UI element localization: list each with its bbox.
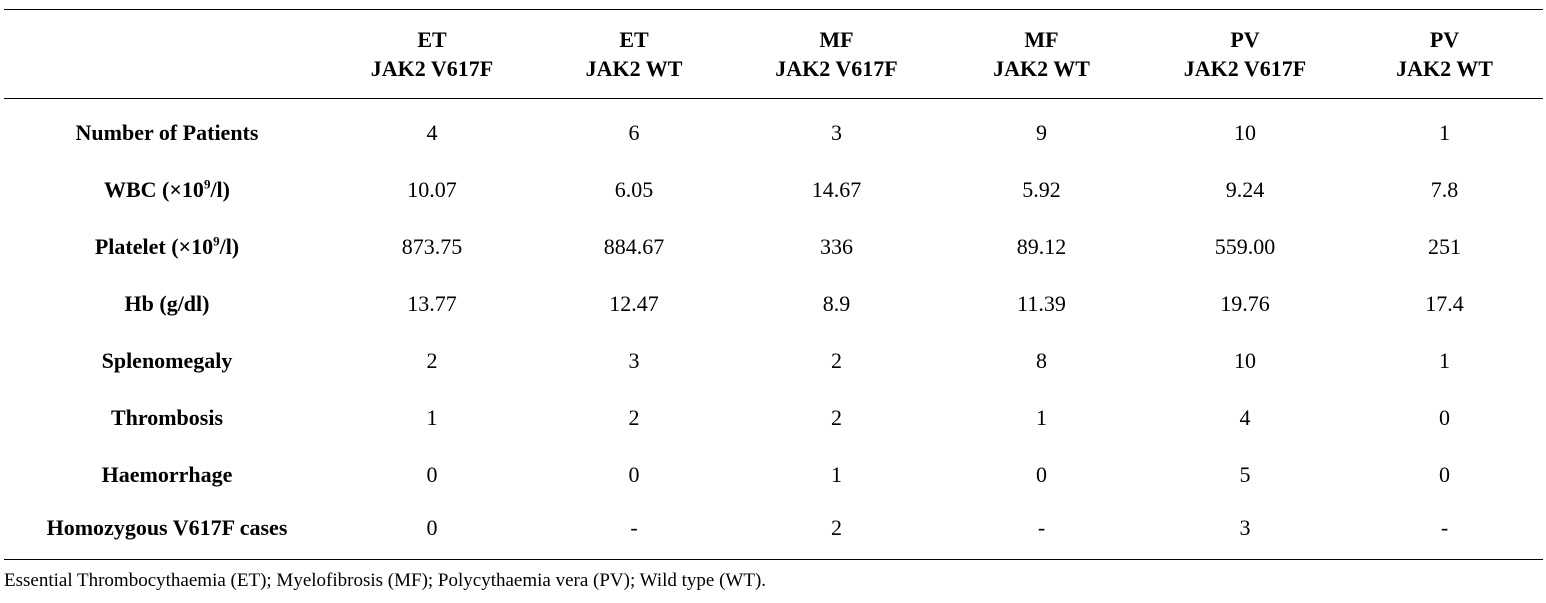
row-label-unit: /l) — [219, 234, 240, 259]
table-cell: 5 — [1239, 462, 1251, 487]
header-genotype: JAK2 WT — [993, 56, 1090, 81]
table-cell: 10 — [1234, 348, 1256, 373]
table-cell: 559.00 — [1214, 234, 1276, 259]
table-cell: 10 — [1234, 120, 1256, 146]
header-group: PV — [1429, 27, 1460, 52]
table-cell: 6 — [628, 120, 640, 146]
header-group: ET — [417, 27, 447, 52]
table-cell: 89.12 — [1016, 234, 1067, 259]
table-cell: 8 — [1036, 348, 1047, 373]
table-cell: 9 — [1036, 120, 1047, 146]
table-cell: 4 — [1239, 405, 1251, 430]
table-cell: 1 — [831, 462, 842, 487]
row-label-unit: /l) — [210, 177, 230, 202]
table-cell: 1 — [1439, 348, 1450, 373]
table-cell: 4 — [426, 120, 438, 146]
table-cell: 3 — [831, 120, 842, 146]
table-cell: 0 — [330, 503, 534, 560]
row-label-exponent: 9 — [213, 233, 220, 249]
header-group: ET — [619, 27, 649, 52]
table-cell: - — [939, 503, 1144, 560]
table-cell: 336 — [820, 234, 853, 259]
table-cell: 873.75 — [401, 234, 463, 259]
row-label: Homozygous V617F cases — [4, 503, 330, 560]
table-cell: 2 — [831, 405, 842, 430]
header-cell-mf-jak2-v617f: MF JAK2 V617F — [734, 9, 939, 99]
table-footnote: Essential Thrombocythaemia (ET); Myelofi… — [4, 570, 767, 591]
table-row-haemorrhage: Haemorrhage 0 0 1 0 5 0 — [4, 447, 1543, 504]
header-genotype: JAK2 V617F — [1183, 56, 1307, 81]
table-cell: 6.05 — [614, 177, 654, 202]
table-cell: 0 — [1036, 462, 1047, 487]
table-row-splenomegaly: Splenomegaly 2 3 2 8 10 1 — [4, 333, 1543, 390]
table-cell: 2 — [628, 405, 640, 430]
table-cell: 3 — [628, 348, 640, 373]
table-cell: 13.77 — [407, 291, 457, 316]
header-group: MF — [1024, 27, 1059, 52]
table-row-thrombosis: Thrombosis 1 2 2 1 4 0 — [4, 390, 1543, 447]
table-cell: 9.24 — [1225, 177, 1265, 202]
header-genotype: JAK2 V617F — [775, 56, 898, 81]
header-row: ET JAK2 V617F ET JAK2 WT MF JAK2 V617F M… — [4, 9, 1543, 99]
table-cell: 1 — [426, 405, 438, 430]
header-genotype: JAK2 WT — [585, 56, 683, 81]
table-row-homozygous-v617f: Homozygous V617F cases 0 - 2 - 3 - — [4, 503, 1543, 560]
table-cell: 10.07 — [407, 177, 457, 202]
row-label: Number of Patients — [75, 120, 259, 146]
table-row-platelet: Platelet (×109/l) 873.75 884.67 336 89.1… — [4, 219, 1543, 276]
table-cell: 0 — [1439, 405, 1450, 430]
header-genotype: JAK2 WT — [1396, 56, 1493, 81]
table-cell: 7.8 — [1430, 177, 1459, 202]
table-cell: 3 — [1144, 503, 1346, 560]
header-cell-et-jak2-wt: ET JAK2 WT — [534, 9, 734, 99]
row-label: Haemorrhage — [101, 462, 233, 487]
table-cell: 11.39 — [1017, 291, 1066, 316]
table-cell: 1 — [1036, 405, 1047, 430]
table-cell: - — [534, 503, 734, 560]
data-table-container: ET JAK2 V617F ET JAK2 WT MF JAK2 V617F M… — [4, 9, 1543, 560]
row-label: WBC (×109/l) — [4, 162, 330, 219]
table-cell: 17.4 — [1425, 291, 1464, 316]
table-cell: 0 — [426, 462, 438, 487]
table-row-number-of-patients: Number of Patients 4 6 3 9 10 1 — [4, 99, 1543, 162]
table-cell: 251 — [1428, 234, 1461, 259]
header-cell-et-jak2-v617f: ET JAK2 V617F — [330, 9, 534, 99]
row-label: Thrombosis — [110, 405, 224, 430]
header-cell-mf-jak2-wt: MF JAK2 WT — [939, 9, 1144, 99]
row-label-text: Platelet (×10 — [94, 234, 214, 259]
table-cell: 884.67 — [603, 234, 665, 259]
table-row-wbc: WBC (×109/l) 10.07 6.05 14.67 5.92 9.24 … — [4, 162, 1543, 219]
table-cell: 0 — [628, 462, 640, 487]
table-cell: - — [1346, 503, 1543, 560]
header-group: MF — [819, 27, 854, 52]
table-cell: 19.76 — [1220, 291, 1270, 316]
table-cell: 8.9 — [822, 291, 851, 316]
table-cell: 2 — [426, 348, 438, 373]
table-cell: 2 — [831, 348, 842, 373]
row-label: Splenomegaly — [101, 348, 233, 373]
row-label: Hb (g/dl) — [124, 291, 210, 316]
table-cell: 5.92 — [1022, 177, 1061, 202]
row-label-text: WBC (×10 — [104, 177, 204, 202]
header-cell-blank — [4, 9, 330, 99]
table-cell: 2 — [734, 503, 939, 560]
table-cell: 1 — [1439, 120, 1450, 146]
table-cell: 14.67 — [811, 177, 862, 202]
table-cell: 0 — [1439, 462, 1450, 487]
row-label: Platelet (×109/l) — [4, 219, 330, 276]
header-group: PV — [1230, 27, 1260, 52]
header-cell-pv-jak2-v617f: PV JAK2 V617F — [1144, 9, 1346, 99]
table-row-hb: Hb (g/dl) 13.77 12.47 8.9 11.39 19.76 17… — [4, 276, 1543, 333]
header-cell-pv-jak2-wt: PV JAK2 WT — [1346, 9, 1543, 99]
row-label-exponent: 9 — [203, 176, 211, 192]
table-cell: 12.47 — [609, 291, 659, 316]
header-genotype: JAK2 V617F — [370, 56, 494, 81]
patient-characteristics-table: ET JAK2 V617F ET JAK2 WT MF JAK2 V617F M… — [4, 9, 1543, 560]
